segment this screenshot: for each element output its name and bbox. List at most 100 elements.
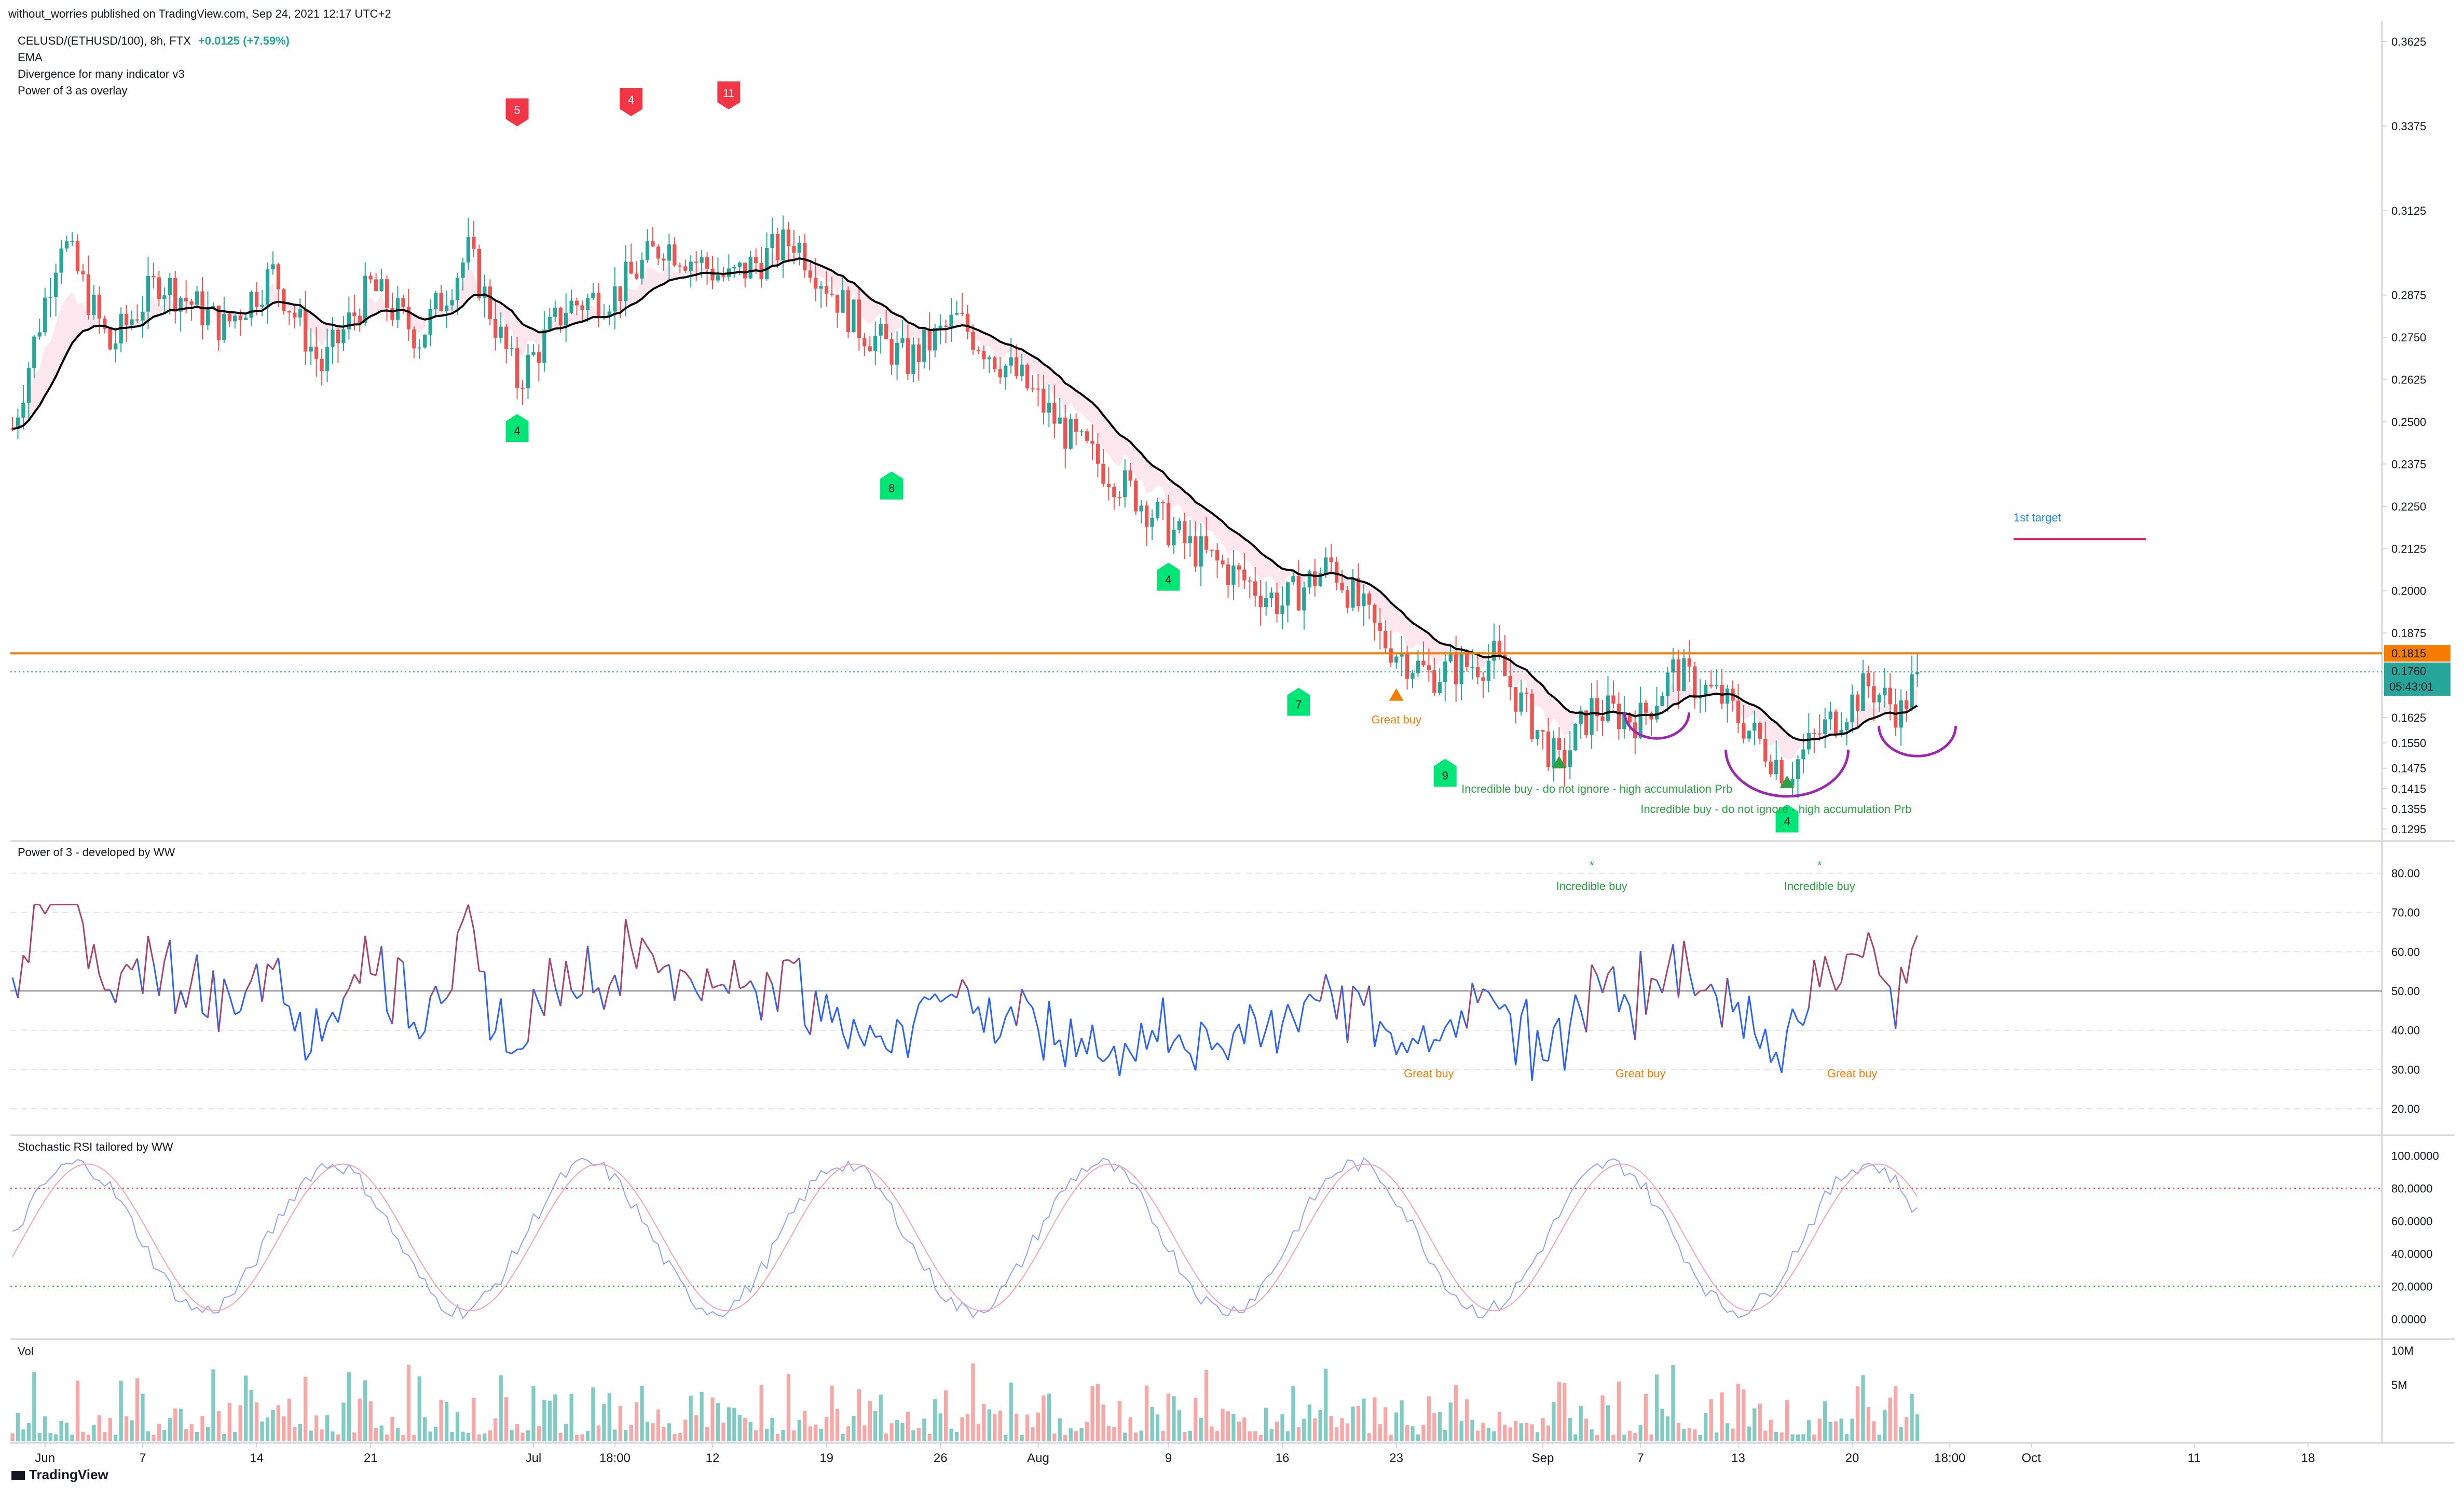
candle-body[interactable] [1817,733,1822,735]
candle-body[interactable] [1194,536,1198,567]
candle-body[interactable] [1644,702,1648,713]
candle-body[interactable] [222,313,226,340]
candle-body[interactable] [1063,417,1067,449]
candle-body[interactable] [1497,640,1501,655]
candle-body[interactable] [336,329,340,343]
candle-body[interactable] [363,275,367,323]
candle-body[interactable] [1855,694,1860,711]
candle-body[interactable] [1058,417,1062,424]
candle-body[interactable] [173,278,177,312]
candle-body[interactable] [1448,654,1453,662]
candle-body[interactable] [1801,749,1805,760]
candle-body[interactable] [613,286,617,312]
candle-body[interactable] [1014,357,1019,376]
candle-body[interactable] [1617,704,1621,729]
candle-body[interactable] [662,258,666,261]
candle-body[interactable] [379,279,384,292]
bear-signal-marker[interactable] [505,98,529,127]
candle-body[interactable] [1492,640,1496,661]
candle-body[interactable] [1285,582,1290,606]
candle-body[interactable] [585,298,590,310]
bull-signal-marker[interactable] [880,471,904,500]
volume-title[interactable]: Vol [18,1345,34,1358]
candle-body[interactable] [1280,605,1284,614]
candle-body[interactable] [1248,580,1252,582]
candle-body[interactable] [678,265,682,267]
candle-body[interactable] [81,271,85,274]
candle-body[interactable] [1866,673,1871,686]
candle-body[interactable] [331,329,335,347]
candle-body[interactable] [249,292,253,318]
candle-body[interactable] [1828,711,1832,720]
candle-body[interactable] [124,314,129,325]
candle-body[interactable] [954,312,959,315]
candle-body[interactable] [1183,521,1187,543]
candle-body[interactable] [1367,593,1372,605]
candle-body[interactable] [287,311,291,313]
candle-body[interactable] [1774,760,1778,775]
candle-body[interactable] [629,261,633,274]
candle-body[interactable] [75,241,80,271]
candle-body[interactable] [835,295,840,313]
candle-body[interactable] [1047,403,1051,413]
candle-body[interactable] [304,309,308,352]
candle-body[interactable] [748,257,752,279]
candle-body[interactable] [868,346,872,351]
candle-body[interactable] [716,275,720,281]
candle-body[interactable] [1155,502,1160,518]
candle-body[interactable] [1258,596,1263,608]
candle-body[interactable] [233,315,237,322]
candle-body[interactable] [1627,713,1632,723]
candle-body[interactable] [48,297,52,298]
candle-body[interactable] [1264,598,1268,608]
candle-body[interactable] [1291,576,1295,583]
candle-body[interactable] [1085,431,1089,441]
candle-body[interactable] [1524,692,1529,694]
candle-body[interactable] [944,325,948,327]
candle-body[interactable] [927,329,932,351]
candle-body[interactable] [547,316,552,330]
candle-body[interactable] [705,257,709,269]
candle-body[interactable] [1020,364,1024,376]
indicator-ema[interactable]: EMA [18,51,43,64]
indicator-power-of-3-overlay[interactable]: Power of 3 as overlay [18,84,128,97]
candle-body[interactable] [244,318,248,320]
candle-body[interactable] [1671,659,1675,673]
candle-body[interactable] [1486,660,1491,681]
candle-body[interactable] [92,294,96,315]
candle-body[interactable] [309,347,313,352]
candle-body[interactable] [911,344,915,375]
candle-body[interactable] [830,294,834,295]
candle-body[interactable] [1704,684,1708,697]
candle-body[interactable] [1242,569,1247,581]
candle-body[interactable] [1742,723,1746,739]
candle-body[interactable] [1779,760,1784,783]
candle-body[interactable] [1405,654,1409,679]
candle-body[interactable] [1036,388,1041,390]
candle-body[interactable] [1747,731,1751,739]
candle-body[interactable] [423,335,427,348]
candle-body[interactable] [1595,698,1599,717]
candle-body[interactable] [1519,692,1523,712]
candle-body[interactable] [1296,576,1301,611]
candle-body[interactable] [1541,730,1545,732]
candle-body[interactable] [1584,710,1589,735]
volume-pane[interactable] [10,1363,1920,1441]
candle-body[interactable] [1514,687,1518,712]
candle-body[interactable] [863,338,867,347]
candle-body[interactable] [591,293,595,298]
bear-signal-marker[interactable] [620,88,643,117]
candle-body[interactable] [216,306,221,340]
candle-body[interactable] [1682,658,1686,691]
candle-body[interactable] [1736,700,1741,723]
candle-body[interactable] [21,403,25,418]
candle-body[interactable] [721,275,725,277]
candle-body[interactable] [472,237,476,249]
symbol-legend[interactable]: CELUSD/(ETHUSD/100), 8h, FTX +0.0125 (+7… [18,34,290,48]
candle-body[interactable] [1769,761,1773,775]
candle-body[interactable] [1464,653,1469,667]
candle-body[interactable] [1563,750,1567,767]
candle-body[interactable] [1850,694,1854,723]
candle-body[interactable] [260,305,264,307]
